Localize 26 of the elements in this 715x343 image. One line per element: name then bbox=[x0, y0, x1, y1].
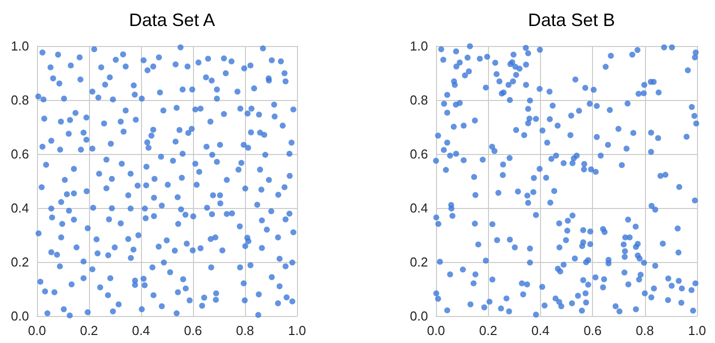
chart-title: Data Set B bbox=[528, 10, 616, 30]
x-tick-label: 1.0 bbox=[688, 323, 706, 338]
y-tick-label: 0.8 bbox=[410, 92, 428, 108]
y-tick-label: 0.6 bbox=[410, 146, 428, 162]
x-tick-label: 0.2 bbox=[80, 323, 98, 338]
x-tick-label: 0.8 bbox=[236, 323, 254, 338]
y-tick-label: 0.2 bbox=[410, 254, 428, 270]
y-tick-label: 0.6 bbox=[10, 146, 29, 162]
x-tick-label: 0.4 bbox=[132, 323, 150, 338]
x-tick-label: 0.8 bbox=[636, 323, 654, 338]
y-tick-label: 1.0 bbox=[10, 38, 29, 54]
y-tick-label: 0.0 bbox=[10, 308, 29, 324]
x-tick-label: 0.4 bbox=[531, 323, 550, 338]
chart-title: Data Set A bbox=[128, 10, 216, 30]
y-tick-label: 1.0 bbox=[410, 38, 428, 54]
x-tick-label: 0.0 bbox=[426, 323, 446, 338]
x-tick-label: 0.6 bbox=[584, 323, 602, 338]
y-tick-label: 0.8 bbox=[10, 92, 29, 108]
x-tick-label: 0.6 bbox=[184, 323, 202, 338]
y-tick-label: 0.4 bbox=[410, 200, 428, 216]
y-tick-label: 0.2 bbox=[10, 254, 29, 270]
x-tick-label: 0.0 bbox=[28, 323, 46, 338]
x-tick-label: 0.2 bbox=[479, 323, 498, 338]
y-tick-label: 0.0 bbox=[410, 308, 428, 324]
x-tick-label: 1.0 bbox=[288, 323, 306, 338]
y-tick-label: 0.4 bbox=[10, 200, 29, 216]
